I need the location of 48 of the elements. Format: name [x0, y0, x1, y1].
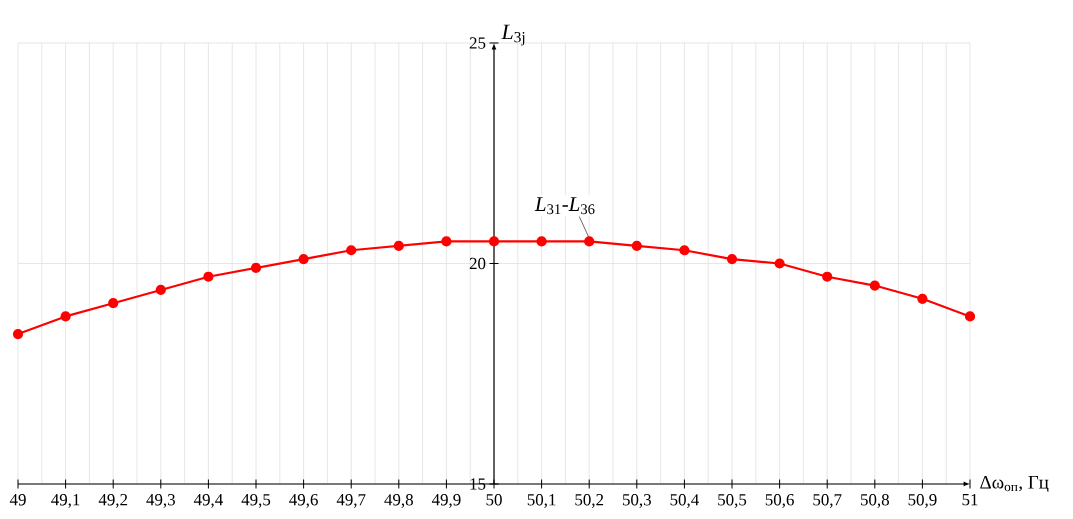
point — [488, 236, 500, 247]
x-tick-label: 50,3 — [622, 494, 651, 508]
x-tick-label: 49,3 — [146, 494, 175, 508]
y-tick-label: 20 — [469, 257, 486, 270]
x-axis-title: Δω$_{оп}$, Гц — [980, 475, 1049, 493]
point — [108, 298, 119, 309]
point — [250, 262, 262, 274]
x-tick-label: 49,6 — [289, 494, 318, 508]
point — [346, 245, 357, 256]
point — [536, 236, 547, 247]
point — [60, 311, 71, 322]
point — [822, 271, 833, 282]
point — [631, 240, 642, 251]
y-tick-label: 25 — [469, 37, 486, 49]
point — [774, 258, 785, 269]
point — [12, 328, 24, 340]
x-tick-label: 50 — [486, 494, 502, 506]
point — [203, 271, 214, 282]
x-tick-label: 50,7 — [813, 494, 842, 508]
x-tick-label: 49,7 — [336, 494, 366, 508]
y-tick-label: 15 — [470, 478, 486, 490]
x-tick-label: 50,6 — [765, 494, 794, 508]
x-tick-label: 51 — [962, 494, 978, 506]
point — [584, 236, 595, 247]
x-tick-label: 49,8 — [384, 494, 413, 508]
x-tick-label: 50,9 — [908, 494, 937, 508]
x-tick-label: 50,1 — [527, 494, 556, 508]
x-tick-label: 50,5 — [718, 494, 747, 508]
x-tick-label: 50,2 — [575, 494, 604, 508]
point — [393, 240, 404, 251]
x-tick-label: 50,4 — [670, 494, 699, 508]
x-tick-label: 49,4 — [193, 494, 223, 508]
point — [917, 293, 928, 304]
y-axis-title: L$_{3j}$ — [501, 24, 525, 46]
annotation: L$_{31}$-L$_{36}$ — [534, 197, 595, 215]
point — [726, 253, 738, 265]
point — [964, 311, 976, 322]
point — [869, 280, 880, 291]
x-tick-label: 49,1 — [51, 494, 80, 508]
point — [298, 253, 309, 265]
point — [679, 245, 690, 256]
x-tick-label: 50,8 — [860, 494, 889, 508]
x-tick-label: 49,9 — [431, 494, 461, 508]
x-tick-label: 49 — [9, 494, 26, 506]
x-tick-label: 49,5 — [241, 494, 271, 508]
point — [441, 236, 452, 247]
point — [155, 284, 166, 296]
x-tick-label: 49,2 — [98, 494, 128, 508]
